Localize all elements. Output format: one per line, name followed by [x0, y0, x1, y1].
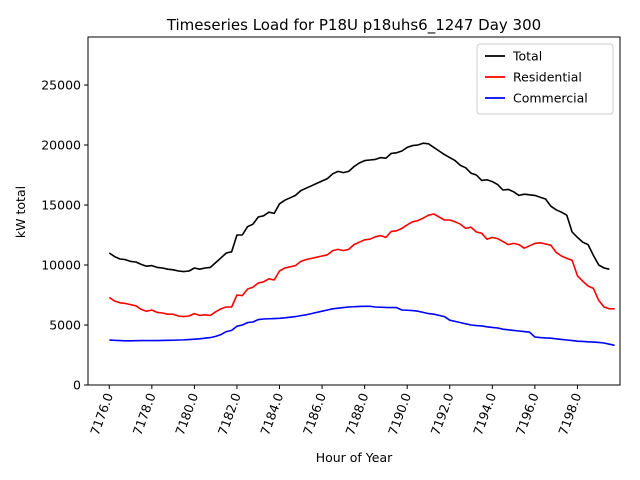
y-axis: 0 5000 10000 15000 20000 25000 — [41, 78, 88, 393]
x-axis-label: Hour of Year — [316, 450, 393, 465]
legend-box — [476, 43, 614, 115]
y-axis-label: kW total — [13, 186, 28, 238]
series-line-total — [108, 142, 610, 273]
y-tick-label: 0 — [73, 378, 81, 393]
legend-label-commercial: Commercial — [513, 91, 588, 106]
series-line-commercial — [109, 305, 615, 347]
legend-label-total: Total — [512, 49, 542, 64]
legend-label-residential: Residential — [513, 70, 582, 85]
y-tick-label: 10000 — [41, 258, 81, 273]
series-line-residential — [108, 213, 615, 318]
chart-title: Timeseries Load for P18U p18uhs6_1247 Da… — [166, 16, 541, 35]
series-lines — [108, 142, 615, 347]
y-tick-label: 20000 — [41, 138, 81, 153]
y-tick-label: 25000 — [41, 78, 81, 93]
y-tick-label: 15000 — [41, 198, 81, 213]
y-tick-label: 5000 — [49, 318, 81, 333]
legend: Total Residential Commercial — [476, 43, 614, 115]
plot-frame — [87, 36, 621, 386]
